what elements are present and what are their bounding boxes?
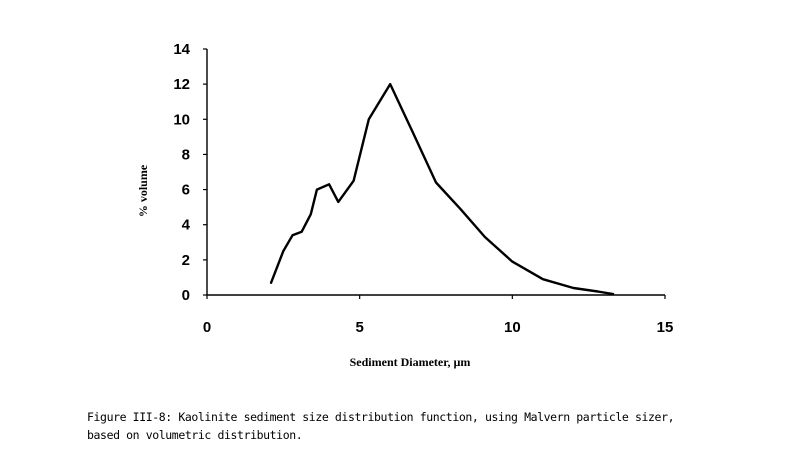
x-axis: 0 5 10 15	[203, 294, 674, 336]
x-tick-label: 5	[355, 319, 363, 336]
plot-series	[269, 82, 615, 296]
x-tick-label: 0	[203, 319, 211, 336]
y-tick-label: 6	[182, 182, 190, 199]
series-line	[269, 82, 615, 296]
caption-line-1: Figure III-8: Kaolinite sediment size di…	[87, 410, 675, 424]
y-axis: 0 2 4 6 8 10 12 14	[173, 41, 208, 304]
y-axis-title: % volume	[136, 164, 150, 217]
x-axis-title: Sediment Diameter, µm	[350, 355, 471, 369]
y-tick-label: 10	[173, 111, 190, 128]
y-tick-label: 4	[182, 217, 191, 234]
y-tick-label: 2	[182, 252, 190, 269]
x-tick-label: 15	[657, 319, 674, 336]
figure-caption: Figure III-8: Kaolinite sediment size di…	[87, 408, 767, 444]
y-tick-label: 14	[173, 41, 190, 58]
y-tick-label: 8	[182, 146, 190, 163]
y-tick-label: 0	[182, 287, 190, 304]
caption-line-2: based on volumetric distribution.	[87, 428, 303, 442]
y-tick-label: 12	[173, 76, 190, 93]
x-tick-label: 10	[504, 319, 521, 336]
